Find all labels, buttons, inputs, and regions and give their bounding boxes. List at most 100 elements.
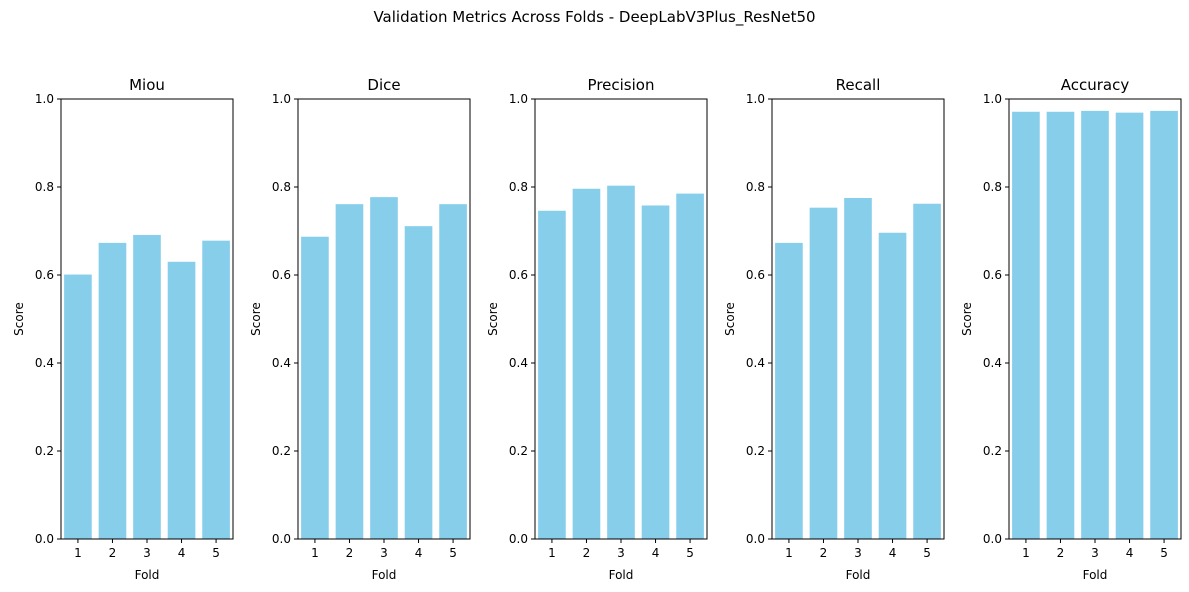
bar-fold-1 — [538, 210, 566, 539]
x-tick-label: 5 — [449, 546, 457, 560]
y-tick-label: 0.2 — [272, 444, 291, 458]
x-tick-label: 5 — [212, 546, 220, 560]
bar-fold-5 — [913, 203, 941, 539]
bar-fold-4 — [878, 232, 907, 539]
bar-fold-2 — [572, 188, 601, 539]
bar-fold-3 — [844, 198, 872, 539]
bar-fold-3 — [370, 197, 398, 539]
y-tick-label: 0.2 — [983, 444, 1002, 458]
y-tick-label: 0.8 — [983, 180, 1002, 194]
x-tick-label: 2 — [346, 546, 354, 560]
y-tick-label: 0.0 — [35, 532, 54, 546]
subplot-title: Dice — [367, 76, 400, 94]
bar-fold-2 — [809, 207, 838, 539]
bar-fold-1 — [1012, 111, 1040, 539]
y-tick-label: 0.8 — [272, 180, 291, 194]
y-axis-label: Score — [486, 302, 500, 336]
y-tick-label: 0.4 — [983, 356, 1002, 370]
bar-fold-3 — [133, 234, 161, 539]
x-axis-label: Fold — [846, 568, 871, 582]
x-tick-label: 5 — [923, 546, 931, 560]
bar-fold-2 — [1046, 111, 1075, 539]
y-tick-label: 0.0 — [509, 532, 528, 546]
y-tick-label: 1.0 — [35, 92, 54, 106]
x-tick-label: 2 — [583, 546, 591, 560]
bar-fold-2 — [335, 204, 364, 539]
bar-fold-1 — [301, 236, 329, 539]
x-tick-label: 3 — [854, 546, 862, 560]
y-tick-label: 0.6 — [35, 268, 54, 282]
subplot-title: Accuracy — [1061, 76, 1130, 94]
bar-fold-3 — [607, 185, 635, 539]
x-axis-label: Fold — [1083, 568, 1108, 582]
figure-suptitle: Validation Metrics Across Folds - DeepLa… — [373, 8, 815, 27]
x-tick-label: 1 — [548, 546, 556, 560]
y-tick-label: 0.4 — [35, 356, 54, 370]
y-tick-label: 0.8 — [746, 180, 765, 194]
x-tick-label: 1 — [785, 546, 793, 560]
y-tick-label: 0.0 — [272, 532, 291, 546]
y-tick-label: 0.4 — [272, 356, 291, 370]
bar-fold-5 — [439, 204, 467, 539]
x-tick-label: 4 — [889, 546, 897, 560]
y-tick-label: 1.0 — [272, 92, 291, 106]
y-tick-label: 0.4 — [509, 356, 528, 370]
bar-fold-4 — [404, 226, 433, 539]
y-tick-label: 0.0 — [746, 532, 765, 546]
x-tick-label: 4 — [652, 546, 660, 560]
y-tick-label: 1.0 — [746, 92, 765, 106]
y-axis-label: Score — [12, 302, 26, 336]
bar-fold-1 — [775, 242, 803, 539]
y-axis-label: Score — [723, 302, 737, 336]
x-tick-label: 2 — [1057, 546, 1065, 560]
y-tick-label: 0.6 — [983, 268, 1002, 282]
y-tick-label: 0.6 — [509, 268, 528, 282]
x-tick-label: 3 — [1091, 546, 1099, 560]
bar-fold-5 — [1150, 110, 1178, 539]
x-tick-label: 4 — [1126, 546, 1134, 560]
x-tick-label: 1 — [311, 546, 319, 560]
y-tick-label: 0.4 — [746, 356, 765, 370]
x-axis-label: Fold — [609, 568, 634, 582]
x-tick-label: 5 — [1160, 546, 1168, 560]
bar-fold-4 — [167, 261, 196, 539]
bar-fold-2 — [98, 242, 127, 539]
bar-fold-4 — [1115, 112, 1144, 539]
y-axis-label: Score — [249, 302, 263, 336]
bar-fold-4 — [641, 205, 670, 540]
x-tick-label: 2 — [109, 546, 117, 560]
y-axis-label: Score — [960, 302, 974, 336]
x-tick-label: 4 — [178, 546, 186, 560]
subplot-title: Recall — [836, 76, 881, 94]
subplot-recall: 0.0 0.2 0.4 0.6 0.8 1.0 1 2 3 4 5 Recall Fold Score — [723, 76, 945, 582]
y-tick-label: 0.8 — [509, 180, 528, 194]
y-tick-label: 1.0 — [983, 92, 1002, 106]
y-tick-label: 0.6 — [746, 268, 765, 282]
x-axis-label: Fold — [372, 568, 397, 582]
subplot-title: Precision — [588, 76, 655, 94]
subplot-title: Miou — [129, 76, 165, 94]
x-tick-label: 3 — [380, 546, 388, 560]
subplot-panels: 0.00.20.40.60.81.01 2 3 4 5MiouFoldScore0.00… — [12, 76, 1182, 582]
y-tick-label: 0.2 — [35, 444, 54, 458]
y-tick-label: 0.6 — [272, 268, 291, 282]
x-tick-label: 3 — [617, 546, 625, 560]
x-tick-label: 5 — [686, 546, 694, 560]
y-tick-label: 0.2 — [509, 444, 528, 458]
subplot-accuracy: 0.0 0.2 0.4 0.6 0.8 1.0 1 2 3 4 5 Accuracy Fold Score — [960, 76, 1182, 582]
subplot-miou: 0.0 0.2 0.4 0.6 0.8 1.0 1 2 3 4 5 Miou Fold Score — [12, 76, 234, 582]
y-tick-label: 0.2 — [746, 444, 765, 458]
y-tick-label: 0.8 — [35, 180, 54, 194]
x-tick-label: 2 — [820, 546, 828, 560]
bar-fold-1 — [64, 274, 92, 539]
y-tick-label: 1.0 — [509, 92, 528, 106]
bar-fold-5 — [202, 240, 230, 539]
x-axis-label: Fold — [135, 568, 160, 582]
x-tick-label: 4 — [415, 546, 423, 560]
x-tick-label: 1 — [74, 546, 82, 560]
bar-fold-3 — [1081, 110, 1109, 539]
subplot-dice: 0.0 0.2 0.4 0.6 0.8 1.0 1 2 3 4 5 Dice Fold Score — [249, 76, 471, 582]
subplot-precision: 0.0 0.2 0.4 0.6 0.8 1.0 1 2 3 4 5 Precision Fold Scor… — [486, 76, 708, 582]
x-tick-label: 3 — [143, 546, 151, 560]
